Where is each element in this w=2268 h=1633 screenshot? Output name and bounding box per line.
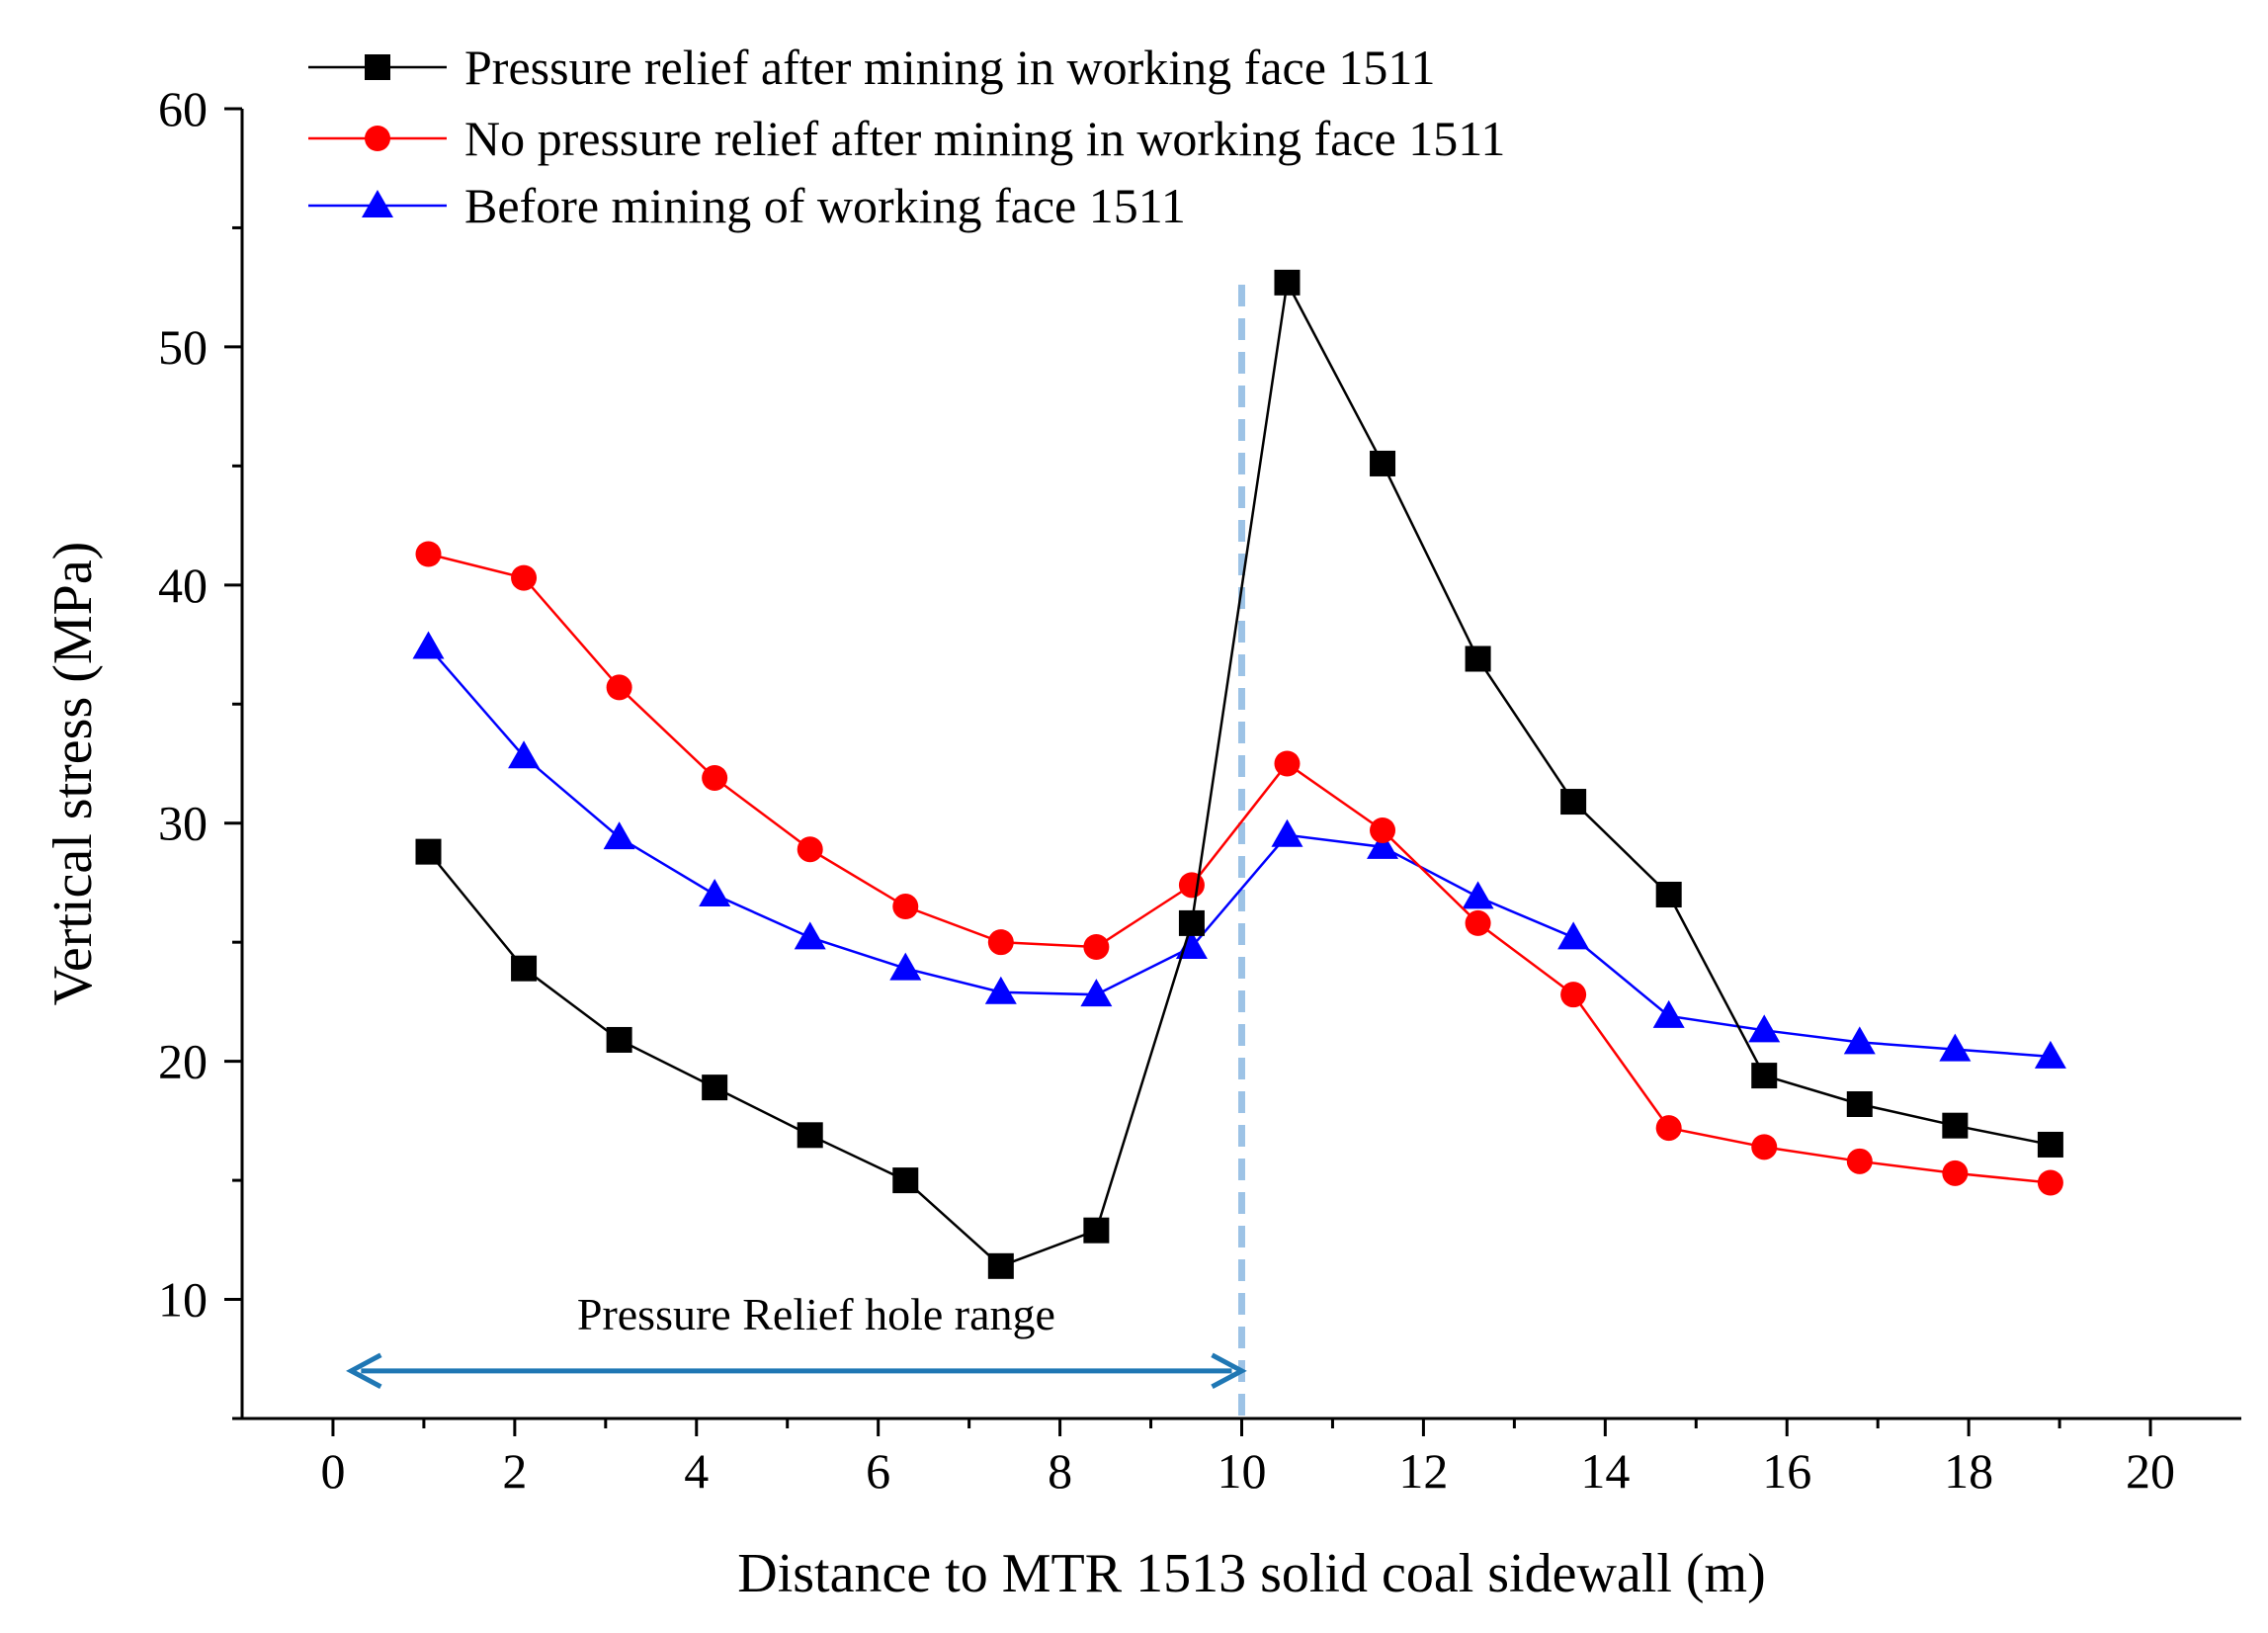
data-point [1370, 450, 1396, 476]
legend-marker [365, 54, 390, 80]
axes-layer: 0 2 4 6 8 10 12 14 16 18 20 10 20 30 40 50 60 Distance to… [42, 81, 2241, 1604]
legend-label: Pressure relief after mining in working … [464, 40, 1436, 95]
x-axis-title: Distance to MTR 1513 solid coal sidewall… [737, 1543, 1765, 1604]
y-tick-label: 10 [158, 1272, 208, 1328]
x-tick-label: 18 [1944, 1443, 1993, 1499]
range-arrow-left-head [346, 1352, 382, 1390]
data-point [1083, 934, 1110, 960]
y-tick-label: 20 [158, 1034, 208, 1089]
series-layer [412, 269, 2066, 1279]
legend-item: Pressure relief after mining in working … [308, 40, 1436, 95]
data-point [1080, 979, 1113, 1007]
data-point [1274, 750, 1301, 777]
data-point [511, 564, 538, 591]
x-tick-label: 2 [502, 1443, 527, 1499]
data-point [984, 976, 1017, 1004]
data-point [508, 740, 541, 769]
data-point [1465, 909, 1491, 936]
legend-item: Before mining of working face 1511 [308, 178, 1186, 233]
x-tick-label: 12 [1398, 1443, 1448, 1499]
y-axis-title: Vertical stress (MPa) [42, 542, 104, 1006]
data-point [1462, 881, 1494, 909]
data-point [606, 1026, 632, 1053]
data-point [1846, 1091, 1873, 1117]
data-point [889, 952, 922, 981]
data-point [1655, 1115, 1682, 1142]
legend: Pressure relief after mining in working … [308, 40, 1505, 233]
y-tick-label: 60 [158, 81, 208, 136]
data-point [1751, 1063, 1778, 1089]
range-annotation-label: Pressure Relief hole range [577, 1289, 1055, 1339]
data-point [1271, 818, 1303, 847]
data-point [892, 1167, 919, 1194]
data-point [797, 1122, 823, 1149]
legend-marker [362, 190, 393, 217]
data-point [511, 955, 538, 982]
data-point [1843, 1026, 1876, 1055]
x-tick-label: 16 [1762, 1443, 1811, 1499]
data-point [987, 929, 1014, 956]
data-point [606, 674, 632, 701]
data-point [1942, 1112, 1969, 1139]
y-tick-label: 30 [158, 796, 208, 851]
data-point [797, 836, 823, 863]
data-point [1748, 1014, 1781, 1043]
data-point [412, 631, 445, 659]
data-point [1560, 982, 1587, 1008]
x-tick-label: 4 [684, 1443, 709, 1499]
legend-label: Before mining of working face 1511 [464, 178, 1186, 233]
data-point [702, 764, 728, 791]
data-point [415, 541, 442, 567]
data-point [1370, 816, 1396, 843]
data-point [892, 894, 919, 920]
x-tick-label: 10 [1218, 1443, 1267, 1499]
x-tick-label: 8 [1048, 1443, 1072, 1499]
series-circle [415, 541, 2063, 1196]
data-point [2034, 1040, 2066, 1069]
data-point [1178, 872, 1205, 899]
data-point [1846, 1148, 1873, 1174]
data-point [1942, 1160, 1969, 1186]
data-point [702, 1074, 728, 1101]
data-point [603, 821, 635, 850]
series-line [427, 645, 2051, 1059]
series-line [427, 278, 2052, 1268]
data-point [1655, 882, 1682, 907]
y-tick-label: 50 [158, 319, 208, 375]
range-arrow-right-head [1211, 1352, 1247, 1390]
x-tick-label: 6 [866, 1443, 890, 1499]
data-point [1083, 1217, 1110, 1244]
data-point [1560, 789, 1587, 816]
x-tick-label: 0 [320, 1443, 345, 1499]
legend-marker [365, 126, 390, 151]
series-triangle [412, 631, 2066, 1069]
data-point [1274, 269, 1301, 296]
data-point [2037, 1169, 2063, 1196]
data-point [699, 879, 731, 906]
data-point [1557, 921, 1590, 950]
y-tick-label: 40 [158, 558, 208, 613]
series-square [415, 269, 2063, 1279]
x-tick-label: 20 [2126, 1443, 2175, 1499]
data-point [1751, 1134, 1778, 1160]
data-point [1367, 830, 1399, 859]
x-tick-label: 14 [1580, 1443, 1630, 1499]
data-point [1652, 999, 1685, 1028]
data-point [415, 838, 442, 865]
data-point [794, 921, 826, 950]
legend-label: No pressure relief after mining in worki… [464, 111, 1505, 166]
data-point [1939, 1033, 1972, 1062]
data-point [1178, 909, 1205, 936]
data-point [2037, 1131, 2063, 1158]
legend-item: No pressure relief after mining in worki… [308, 111, 1505, 166]
series-line [428, 553, 2052, 1184]
data-point [987, 1252, 1014, 1279]
annotation-layer: Pressure Relief hole range [346, 285, 1247, 1418]
data-point [1465, 645, 1491, 672]
